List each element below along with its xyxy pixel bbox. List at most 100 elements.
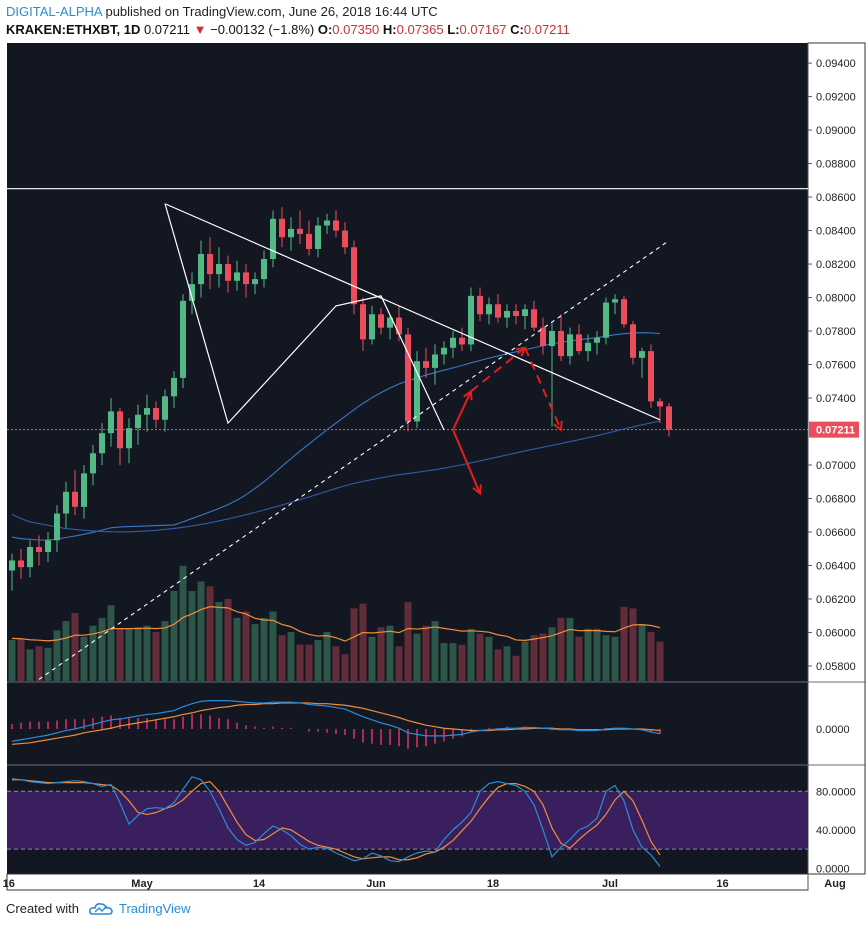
volume-bar (53, 630, 61, 681)
volume-bar (449, 643, 457, 681)
volume-bar (512, 655, 520, 681)
time-axis-label: Jun (366, 878, 386, 890)
volume-bar (134, 627, 142, 681)
candle-body (126, 428, 132, 449)
volume-bar (476, 633, 484, 681)
high-value: 0.07365 (396, 22, 444, 37)
candle-body (522, 309, 528, 316)
candle-body (63, 491, 69, 514)
volume-bar (458, 644, 466, 681)
candle-body (36, 547, 42, 553)
open-value: 0.07350 (332, 22, 380, 37)
candle-body (666, 406, 672, 430)
volume-bar (350, 608, 358, 681)
high-label: H: (382, 22, 397, 37)
candle-body (396, 317, 402, 335)
price-axis-panel (807, 42, 866, 875)
candle-body (297, 228, 303, 234)
candle-body (450, 337, 456, 348)
chart-background (7, 43, 808, 874)
candle-body (630, 324, 636, 358)
candle-body (531, 309, 537, 328)
candle-body (603, 302, 609, 338)
volume-bar (503, 646, 511, 681)
price-change: −0.00132 (−1.8%) (210, 22, 315, 37)
volume-bar (359, 603, 367, 681)
volume-bar (638, 624, 646, 681)
candle-body (612, 299, 618, 303)
volume-bar (431, 621, 439, 681)
candle-body (216, 264, 222, 275)
volume-bar (71, 613, 79, 681)
current-price-tag (809, 421, 859, 438)
volume-bar (368, 636, 376, 681)
close-value: 0.07211 (523, 22, 570, 37)
time-axis-label: 16 (3, 878, 15, 890)
descending-trendline (164, 203, 661, 421)
volume-bar (62, 621, 70, 681)
macd-tick-label: 0.0000 (816, 724, 850, 736)
volume-ma-line (11, 606, 661, 642)
volume-bar (278, 635, 286, 681)
price-tick-label: 0.08800 (816, 159, 856, 171)
candle-body (9, 560, 15, 571)
price-tick-label: 0.06800 (816, 493, 856, 505)
volume-bar (26, 649, 34, 681)
time-axis-panel (6, 873, 809, 891)
candle-body (180, 300, 186, 378)
macd-line (11, 700, 661, 742)
price-tick-label: 0.09000 (816, 125, 856, 137)
volume-bar (125, 628, 133, 681)
candle-body (153, 408, 159, 420)
price-tick-label: 0.06400 (816, 560, 856, 572)
candle-body (495, 304, 501, 318)
volume-bar (593, 628, 601, 681)
down-arrow-icon: ▼ (193, 22, 207, 37)
price-tick-label: 0.07000 (816, 460, 856, 472)
stoch-k-line (11, 776, 661, 867)
ma-line-slow (11, 420, 661, 533)
time-axis-label: May (131, 878, 153, 890)
volume-bar (557, 617, 565, 681)
candle-body (261, 259, 267, 280)
macd-pane (11, 700, 661, 749)
tradingview-cloud-icon (88, 902, 113, 915)
volume-bar (170, 591, 178, 681)
candle-body (306, 233, 312, 249)
stoch-tick-label: 0.0000 (816, 863, 850, 875)
time-axis-label: Jul (602, 878, 618, 890)
volume-bar (44, 647, 52, 681)
candle-body (81, 473, 87, 507)
current-price-label: 0.07211 (816, 425, 855, 437)
candle-body (342, 230, 348, 248)
volume-bar (206, 586, 214, 681)
volume-bar (521, 641, 529, 681)
candle-body (108, 411, 114, 434)
volume-bar (296, 644, 304, 681)
candle-body (621, 299, 627, 325)
volume-bar (530, 635, 538, 681)
volume-bar (161, 621, 169, 681)
candle-body (441, 347, 447, 355)
candle-body (234, 272, 240, 281)
volume-bar (485, 636, 493, 681)
candle-body (189, 284, 195, 301)
time-axis-label: 14 (253, 878, 266, 890)
pattern-zigzag (164, 203, 445, 431)
price-tick-label: 0.06200 (816, 594, 856, 606)
volume-bar (143, 625, 151, 681)
candle-body (540, 327, 546, 347)
candle-body (459, 337, 465, 345)
tradingview-brand-link[interactable]: TradingView (118, 901, 191, 916)
volume-bar (35, 646, 43, 681)
candle-body (513, 310, 519, 316)
volume-bar (629, 608, 637, 681)
volume-bar (80, 636, 88, 681)
candle-body (117, 411, 123, 449)
stoch-band (7, 791, 808, 850)
candle-body (657, 401, 663, 407)
price-tick-label: 0.08600 (816, 192, 856, 204)
candle-body (288, 228, 294, 238)
author-link[interactable]: DIGITAL-ALPHA (6, 4, 102, 19)
